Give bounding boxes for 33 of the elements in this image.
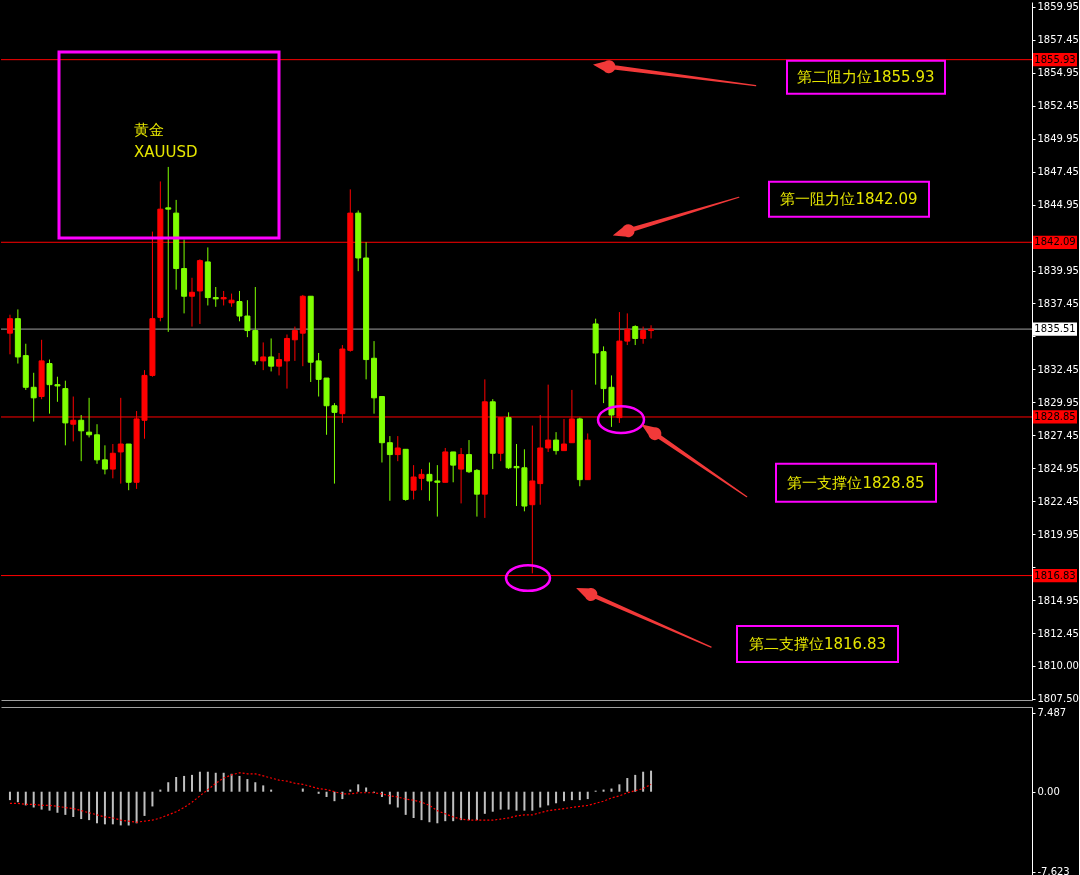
y-tick-label: 1844.95 — [1037, 199, 1079, 211]
annotation: 第一支撑位1828.85 — [787, 473, 925, 492]
y-tick-label: 1829.95 — [1037, 396, 1079, 408]
y-tick-label: 1827.45 — [1037, 429, 1079, 441]
ref-line-label: 1855.93 — [1034, 53, 1076, 65]
y-tick-label: 1812.45 — [1037, 627, 1079, 639]
y-tick-label: 0.00 — [1037, 786, 1060, 798]
ref-line-label: 1816.83 — [1034, 569, 1076, 581]
text: 黄金 — [134, 121, 164, 139]
y-tick-label: 1810.00 — [1037, 660, 1079, 672]
y-tick-label: -7.623 — [1037, 866, 1070, 875]
y-tick-label: 1859.95 — [1037, 1, 1079, 13]
annotation: 第二阻力位1855.93 — [797, 68, 935, 87]
ref-line-label: 1835.51 — [1034, 323, 1076, 335]
y-tick-label: 1854.95 — [1037, 67, 1079, 79]
y-tick-label: 1807.50 — [1037, 693, 1079, 705]
y-tick-label: 1857.45 — [1037, 34, 1079, 46]
y-tick-label: 1847.45 — [1037, 166, 1079, 178]
annotation: 第二支撑位1816.83 — [748, 635, 887, 654]
ref-line-label: 1842.09 — [1034, 236, 1076, 248]
annotation: 第一阻力位1842.09 — [780, 190, 918, 209]
y-tick-label: 1839.95 — [1037, 265, 1079, 277]
y-tick-label: 1849.95 — [1037, 133, 1079, 145]
y-tick-label: 1852.45 — [1037, 100, 1079, 112]
y-tick-label: 7.487 — [1037, 707, 1067, 719]
y-tick-label: 1822.45 — [1037, 495, 1079, 507]
y-tick-label: 1832.45 — [1037, 363, 1079, 375]
y-tick-label: 1814.95 — [1037, 594, 1079, 606]
y-tick-label: 1824.95 — [1037, 462, 1079, 474]
ref-line-label: 1828.85 — [1034, 410, 1076, 422]
y-tick-label: 1819.95 — [1037, 528, 1079, 540]
y-tick-label: 1837.45 — [1037, 298, 1079, 309]
text: XAUUSD — [134, 143, 198, 161]
